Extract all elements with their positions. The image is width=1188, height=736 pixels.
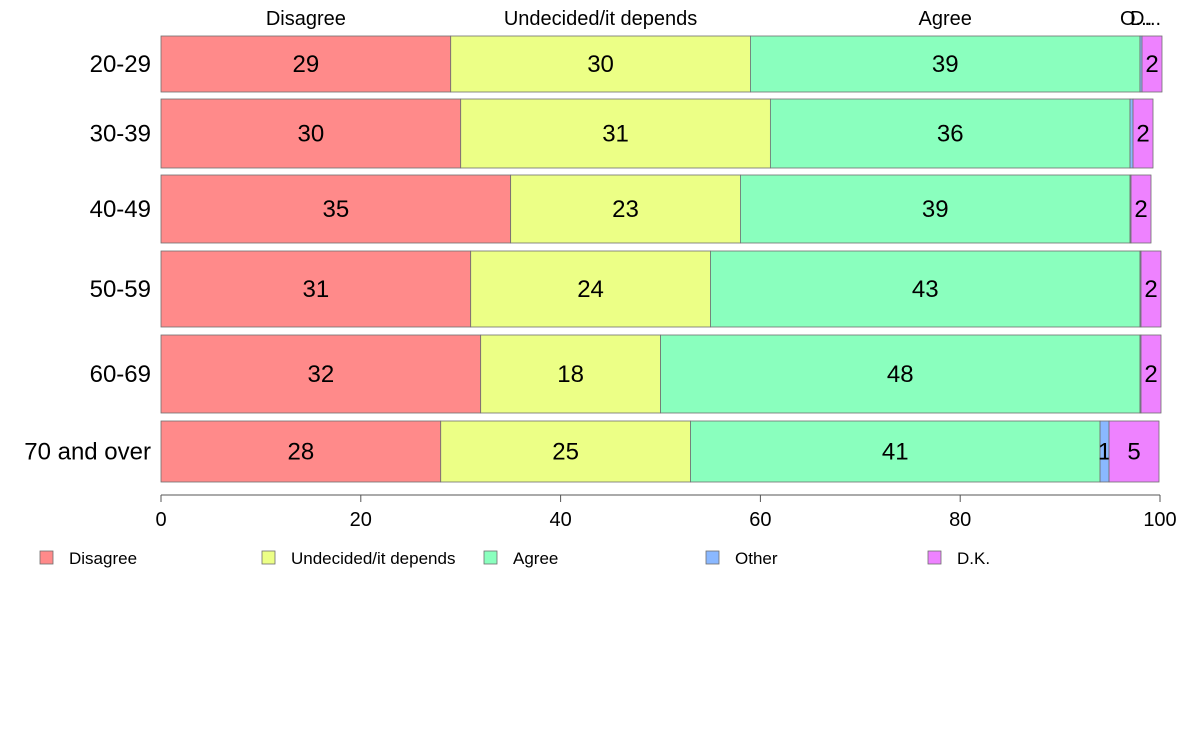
legend-label: Disagree bbox=[69, 549, 137, 568]
x-tick-label: 80 bbox=[949, 509, 971, 531]
bar-segment bbox=[740, 174, 1131, 244]
bar-segment bbox=[769, 98, 1131, 169]
bar-segment bbox=[460, 98, 771, 169]
bar-segment bbox=[470, 250, 711, 328]
legend-swatch bbox=[483, 550, 498, 565]
category-label: 30-39 bbox=[90, 121, 151, 148]
bar-value-label: 43 bbox=[912, 276, 939, 303]
bar-value-label: 35 bbox=[322, 196, 349, 223]
bar-value-label: 2 bbox=[1144, 276, 1157, 303]
bar-value-label: 1 bbox=[1098, 439, 1111, 466]
bar-segment bbox=[160, 174, 512, 244]
bar-value-label: 30 bbox=[587, 51, 614, 78]
category-label: 70 and over bbox=[24, 439, 151, 466]
legend-swatch bbox=[927, 550, 942, 565]
bar-segment bbox=[1129, 98, 1134, 169]
x-tick-label: 20 bbox=[350, 509, 372, 531]
legend-label: Other bbox=[735, 549, 778, 568]
bar-segment bbox=[480, 334, 661, 414]
category-label: 40-49 bbox=[90, 196, 151, 223]
category-label: 60-69 bbox=[90, 361, 151, 388]
bar-value-label: 18 bbox=[557, 361, 584, 388]
bar-value-label: 24 bbox=[577, 276, 604, 303]
bar-value-label: 28 bbox=[288, 439, 315, 466]
bar-segment bbox=[160, 334, 482, 414]
bar-segment bbox=[660, 334, 1141, 414]
bar-segment bbox=[510, 174, 741, 244]
top-segment-label: Agree bbox=[919, 8, 972, 30]
top-segment-label: D... bbox=[1130, 8, 1161, 30]
x-tick-label: 100 bbox=[1143, 509, 1176, 531]
bar-segment bbox=[1140, 250, 1162, 328]
bar-segment bbox=[160, 98, 462, 169]
bar-segment bbox=[1132, 98, 1154, 169]
bar-value-label: 32 bbox=[307, 361, 334, 388]
bar-segment bbox=[1140, 334, 1162, 414]
bar-segment bbox=[1108, 420, 1160, 483]
bar-segment bbox=[440, 420, 691, 483]
bar-value-label: 23 bbox=[612, 196, 639, 223]
bar-segment bbox=[1130, 174, 1152, 244]
bar-segment bbox=[750, 35, 1141, 93]
bar-segment bbox=[160, 250, 472, 328]
top-segment-label: Disagree bbox=[266, 8, 346, 30]
bar-segment bbox=[160, 35, 452, 93]
legend-swatch bbox=[261, 550, 276, 565]
bar-segment bbox=[450, 35, 751, 93]
bar-value-label: 41 bbox=[882, 439, 909, 466]
legend-label: Agree bbox=[513, 549, 558, 568]
bar-value-label: 2 bbox=[1134, 196, 1147, 223]
x-tick-label: 40 bbox=[549, 509, 571, 531]
bar-value-label: 2 bbox=[1136, 121, 1149, 148]
bar-value-label: 25 bbox=[552, 439, 579, 466]
category-label: 50-59 bbox=[90, 276, 151, 303]
x-tick-label: 0 bbox=[155, 509, 166, 531]
bar-value-label: 29 bbox=[293, 51, 320, 78]
bar-value-label: 36 bbox=[937, 121, 964, 148]
legend-swatch bbox=[39, 550, 54, 565]
top-segment-label: Undecided/it depends bbox=[504, 8, 697, 30]
bar-segment bbox=[690, 420, 1101, 483]
bar-segment bbox=[1141, 35, 1163, 93]
bar-value-label: 31 bbox=[302, 276, 329, 303]
x-tick-label: 60 bbox=[749, 509, 771, 531]
bar-value-label: 2 bbox=[1145, 51, 1158, 78]
bar-value-label: 30 bbox=[297, 121, 324, 148]
bar-segment bbox=[160, 420, 442, 483]
legend-label: Undecided/it depends bbox=[291, 549, 455, 568]
bar-value-label: 39 bbox=[922, 196, 949, 223]
legend-label: D.K. bbox=[957, 549, 990, 568]
category-label: 20-29 bbox=[90, 51, 151, 78]
top-segment-label: O... bbox=[1120, 8, 1152, 30]
bar-segment bbox=[710, 250, 1141, 328]
legend-swatch bbox=[705, 550, 720, 565]
bar-value-label: 39 bbox=[932, 51, 959, 78]
bar-value-label: 48 bbox=[887, 361, 914, 388]
bar-value-label: 31 bbox=[602, 121, 629, 148]
bar-value-label: 5 bbox=[1127, 439, 1140, 466]
bar-value-label: 2 bbox=[1144, 361, 1157, 388]
